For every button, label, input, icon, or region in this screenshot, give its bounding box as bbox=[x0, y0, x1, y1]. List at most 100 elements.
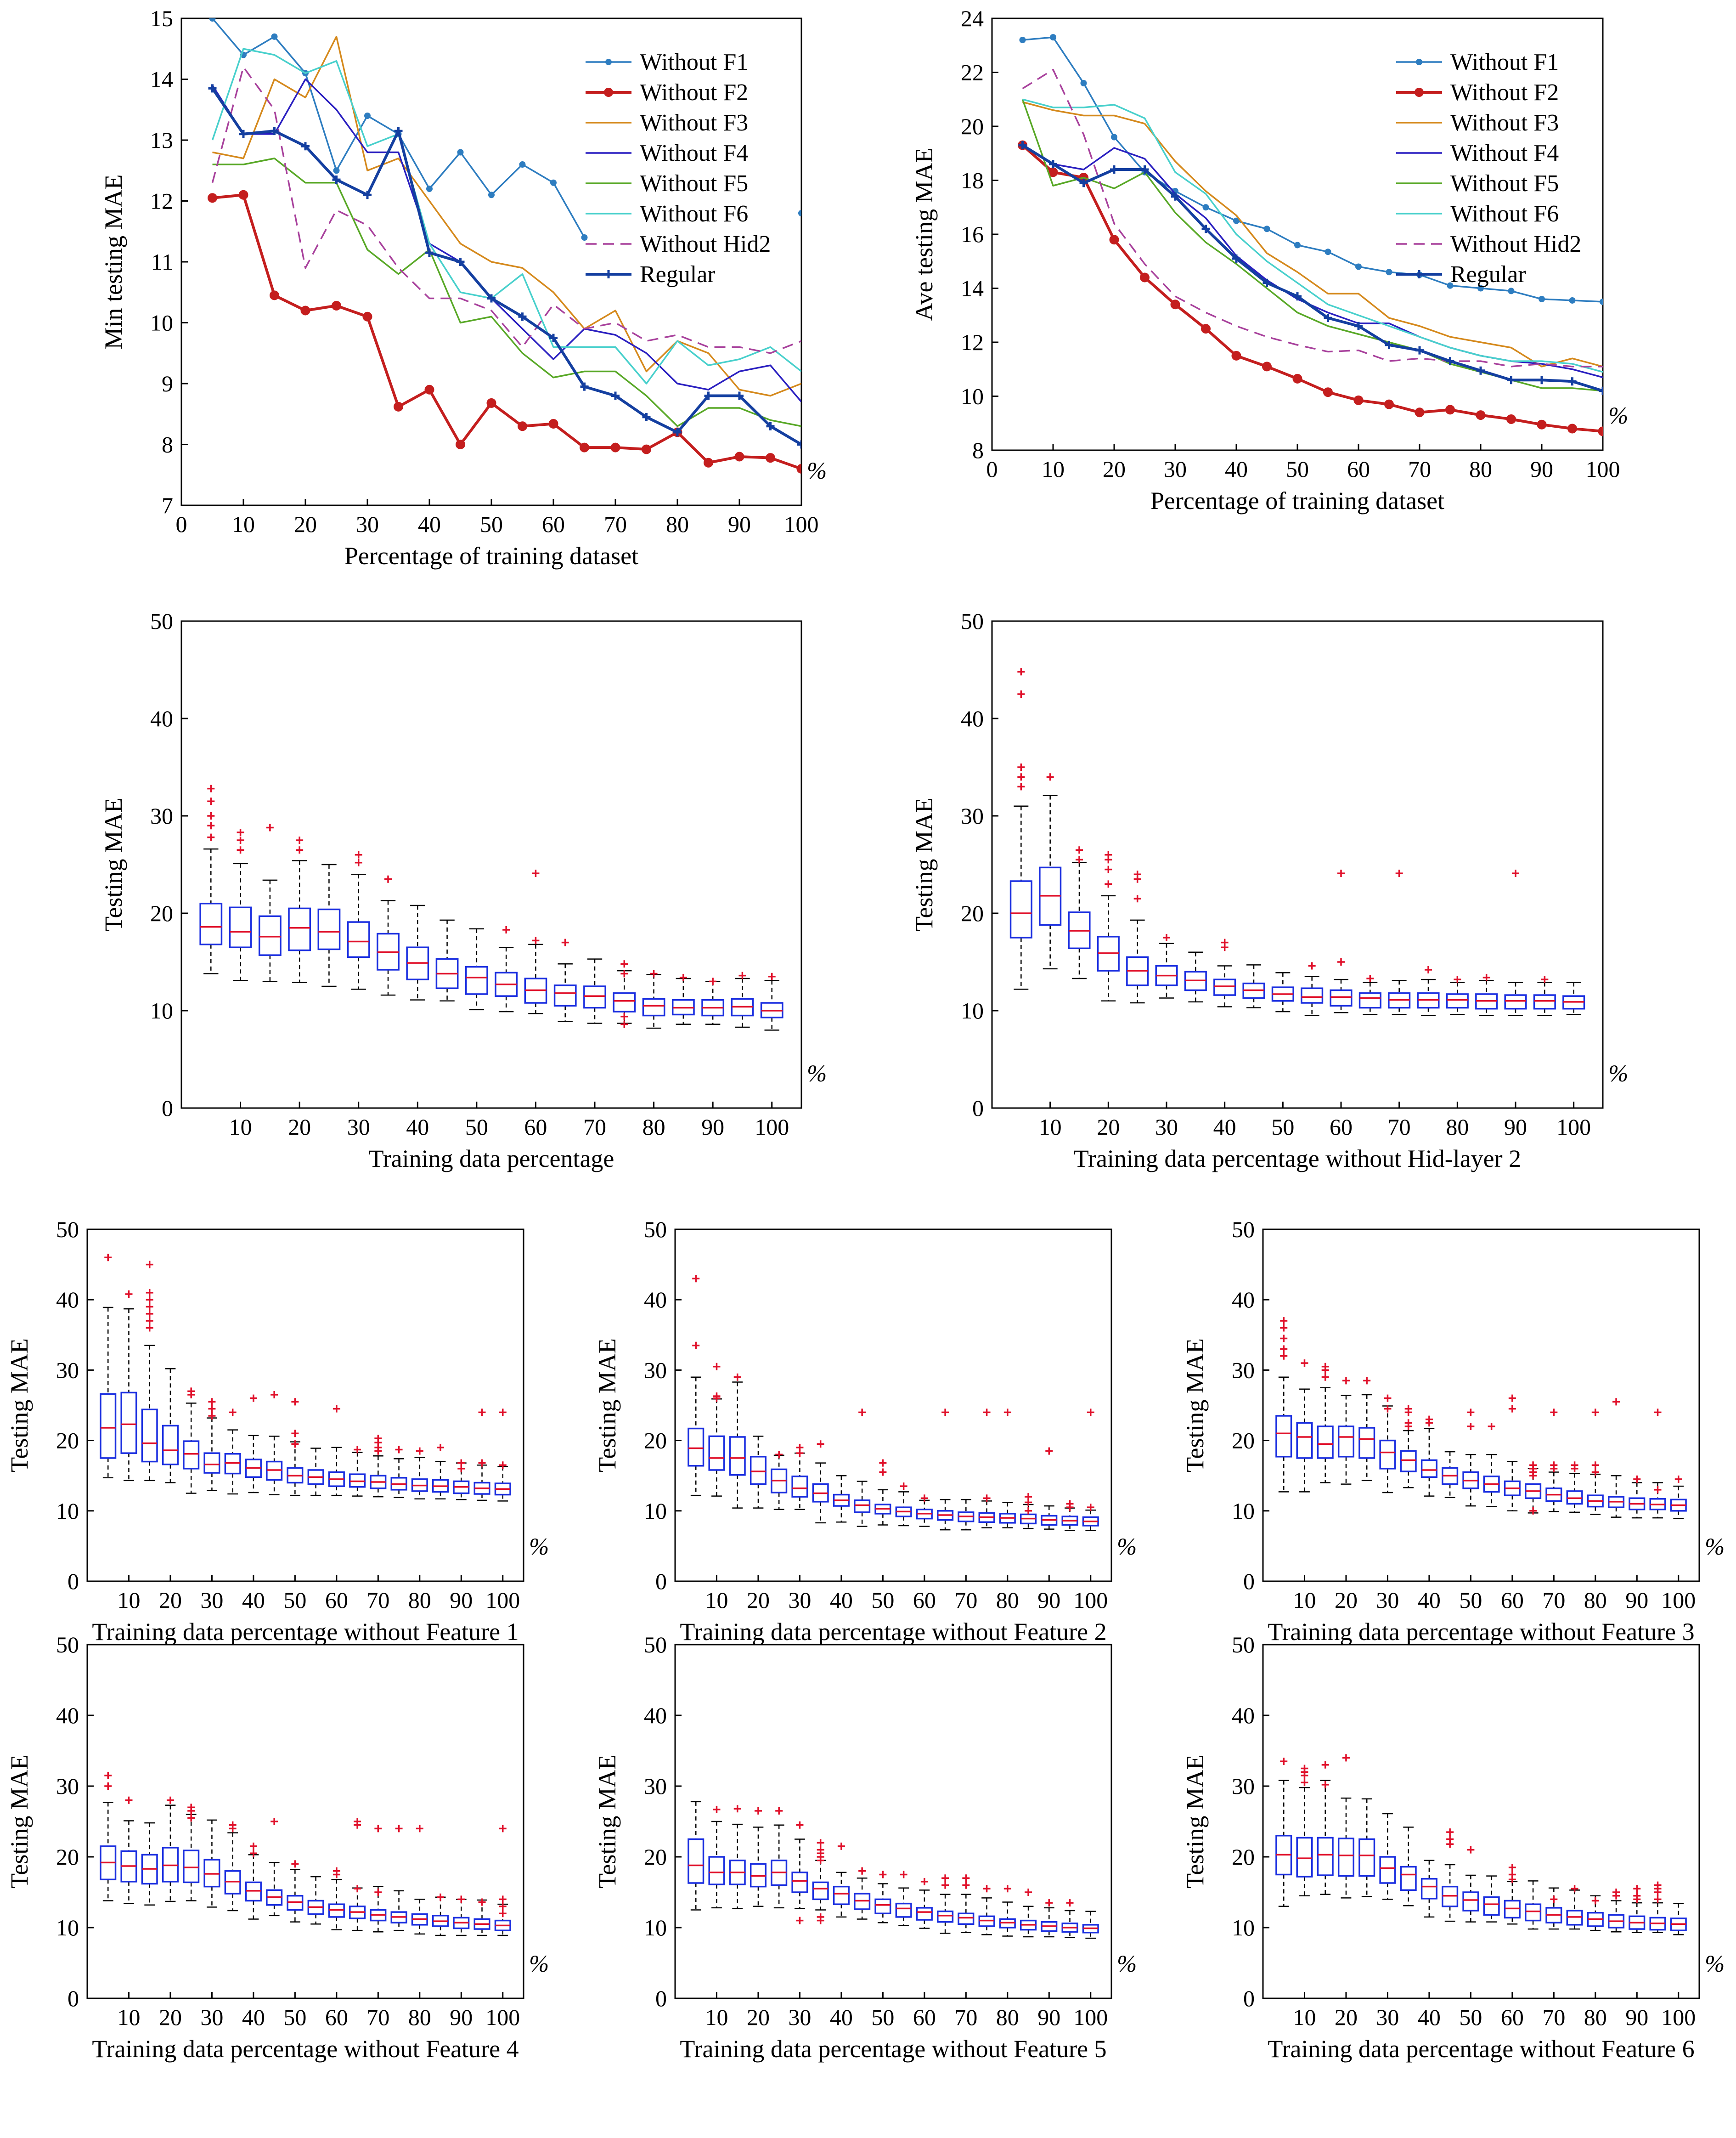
outlier-point bbox=[817, 1913, 824, 1921]
outlier-point bbox=[1003, 1408, 1011, 1416]
x-tick-label: 40 bbox=[1418, 2004, 1441, 2030]
box-iqr bbox=[203, 1452, 220, 1474]
panel-3: 0 10 20 30 40 50 10 20 30 40 50 60 70 80 90 100 Training… bbox=[100, 608, 827, 1172]
box-70 bbox=[1545, 1887, 1562, 1930]
x-tick-label: 20 bbox=[1335, 2004, 1358, 2030]
data-point bbox=[1140, 272, 1150, 283]
outlier-point bbox=[249, 1850, 257, 1857]
y-tick-label: 50 bbox=[1232, 1632, 1255, 1657]
outlier-point bbox=[713, 1392, 721, 1400]
box-30 bbox=[203, 1819, 220, 1908]
outlier-point bbox=[207, 785, 215, 792]
box-35 bbox=[224, 1408, 241, 1495]
box-50 bbox=[874, 1459, 891, 1526]
box-25 bbox=[771, 1807, 788, 1909]
plot-frame bbox=[86, 1644, 524, 1999]
outlier-point bbox=[1654, 1408, 1662, 1416]
x-tick-label: 70 bbox=[1388, 1114, 1411, 1140]
data-point bbox=[1080, 80, 1087, 86]
x-tick-label: 70 bbox=[1408, 456, 1431, 482]
legend-label: Without F5 bbox=[640, 170, 748, 197]
box-15 bbox=[729, 1805, 746, 1909]
outlier-point bbox=[532, 937, 540, 945]
box-75 bbox=[390, 1825, 407, 1931]
box-100 bbox=[1082, 1911, 1099, 1939]
box-70 bbox=[370, 1825, 387, 1933]
data-point bbox=[394, 127, 403, 136]
box-85 bbox=[671, 973, 695, 1025]
box-iqr bbox=[1483, 1896, 1500, 1916]
outlier-point bbox=[1654, 1486, 1662, 1493]
outlier-point bbox=[354, 1885, 361, 1893]
box-iqr bbox=[833, 1885, 850, 1905]
x-tick-label: 50 bbox=[1286, 456, 1309, 482]
box-iqr bbox=[141, 1408, 158, 1463]
legend-label: Without F6 bbox=[1450, 201, 1559, 227]
plot-frame bbox=[1262, 1228, 1700, 1582]
y-tick-label: 50 bbox=[56, 1216, 79, 1242]
box-80 bbox=[642, 970, 665, 1029]
box-65 bbox=[1525, 1461, 1542, 1515]
outlier-point bbox=[478, 1898, 486, 1906]
y-tick-label: 40 bbox=[56, 1702, 79, 1728]
outlier-point bbox=[208, 1398, 216, 1406]
outlier-point bbox=[1342, 1377, 1350, 1385]
outlier-point bbox=[291, 1860, 299, 1868]
x-tick-label: 50 bbox=[871, 1587, 894, 1613]
outlier-point bbox=[920, 1494, 928, 1502]
y-tick-label: 20 bbox=[644, 1844, 667, 1870]
legend-label: Without F1 bbox=[640, 49, 748, 75]
panel-8: 0 10 20 30 40 50 10 20 30 40 50 60 70 80 90 100 Training… bbox=[6, 1632, 549, 2063]
box-85 bbox=[432, 1443, 449, 1500]
box-iqr bbox=[1330, 989, 1353, 1007]
legend: Without F1 Without F2 Without F3 Without F4… bbox=[1396, 49, 1581, 288]
x-tick-label: 10 bbox=[1042, 456, 1065, 482]
unit-label: % bbox=[807, 1061, 827, 1087]
outlier-point bbox=[1384, 1394, 1392, 1402]
outlier-point bbox=[1133, 871, 1141, 878]
box-15 bbox=[141, 1261, 158, 1482]
box-iqr bbox=[1525, 1903, 1542, 1922]
data-point bbox=[548, 419, 558, 429]
data-point bbox=[1170, 300, 1180, 310]
x-tick-label: 80 bbox=[1446, 1114, 1469, 1140]
outlier-point bbox=[1404, 1405, 1412, 1413]
outlier-point bbox=[709, 978, 717, 985]
box-iqr bbox=[642, 998, 665, 1017]
box-5 bbox=[199, 785, 223, 974]
box-90 bbox=[1041, 1899, 1058, 1938]
outlier-point bbox=[1301, 1779, 1308, 1787]
box-iqr bbox=[1504, 994, 1527, 1010]
y-tick-label: 8 bbox=[972, 437, 984, 463]
outlier-point bbox=[879, 1468, 887, 1476]
x-axis-label: Training data percentage without Feature… bbox=[92, 2035, 519, 2063]
x-axis-label: Training data percentage bbox=[369, 1145, 614, 1172]
box-iqr bbox=[750, 1456, 767, 1485]
y-tick-label: 50 bbox=[56, 1632, 79, 1657]
x-tick-label: 30 bbox=[1164, 456, 1187, 482]
x-tick-label: 100 bbox=[1586, 456, 1620, 482]
data-point bbox=[1506, 414, 1516, 424]
data-point bbox=[518, 312, 527, 321]
outlier-point bbox=[796, 1443, 804, 1451]
outlier-point bbox=[1280, 1352, 1288, 1360]
data-point bbox=[394, 402, 403, 412]
outlier-point bbox=[900, 1482, 907, 1490]
y-tick-label: 9 bbox=[162, 371, 173, 396]
box-55 bbox=[307, 1448, 324, 1496]
outlier-point bbox=[796, 1821, 804, 1829]
box-95 bbox=[1061, 1899, 1078, 1938]
data-point bbox=[1600, 298, 1603, 305]
outlier-point bbox=[1591, 1897, 1599, 1905]
box-60 bbox=[328, 1867, 345, 1930]
y-tick-label: 0 bbox=[972, 1095, 984, 1121]
data-point bbox=[1567, 424, 1577, 434]
box-50 bbox=[874, 1871, 891, 1923]
data-point bbox=[487, 294, 496, 303]
data-point bbox=[1110, 165, 1118, 174]
box-70 bbox=[958, 1874, 975, 1934]
y-axis-label: Testing MAE bbox=[6, 1338, 33, 1472]
box-75 bbox=[978, 1885, 995, 1935]
series-line bbox=[1022, 101, 1603, 368]
x-tick-label: 100 bbox=[1073, 1587, 1108, 1613]
